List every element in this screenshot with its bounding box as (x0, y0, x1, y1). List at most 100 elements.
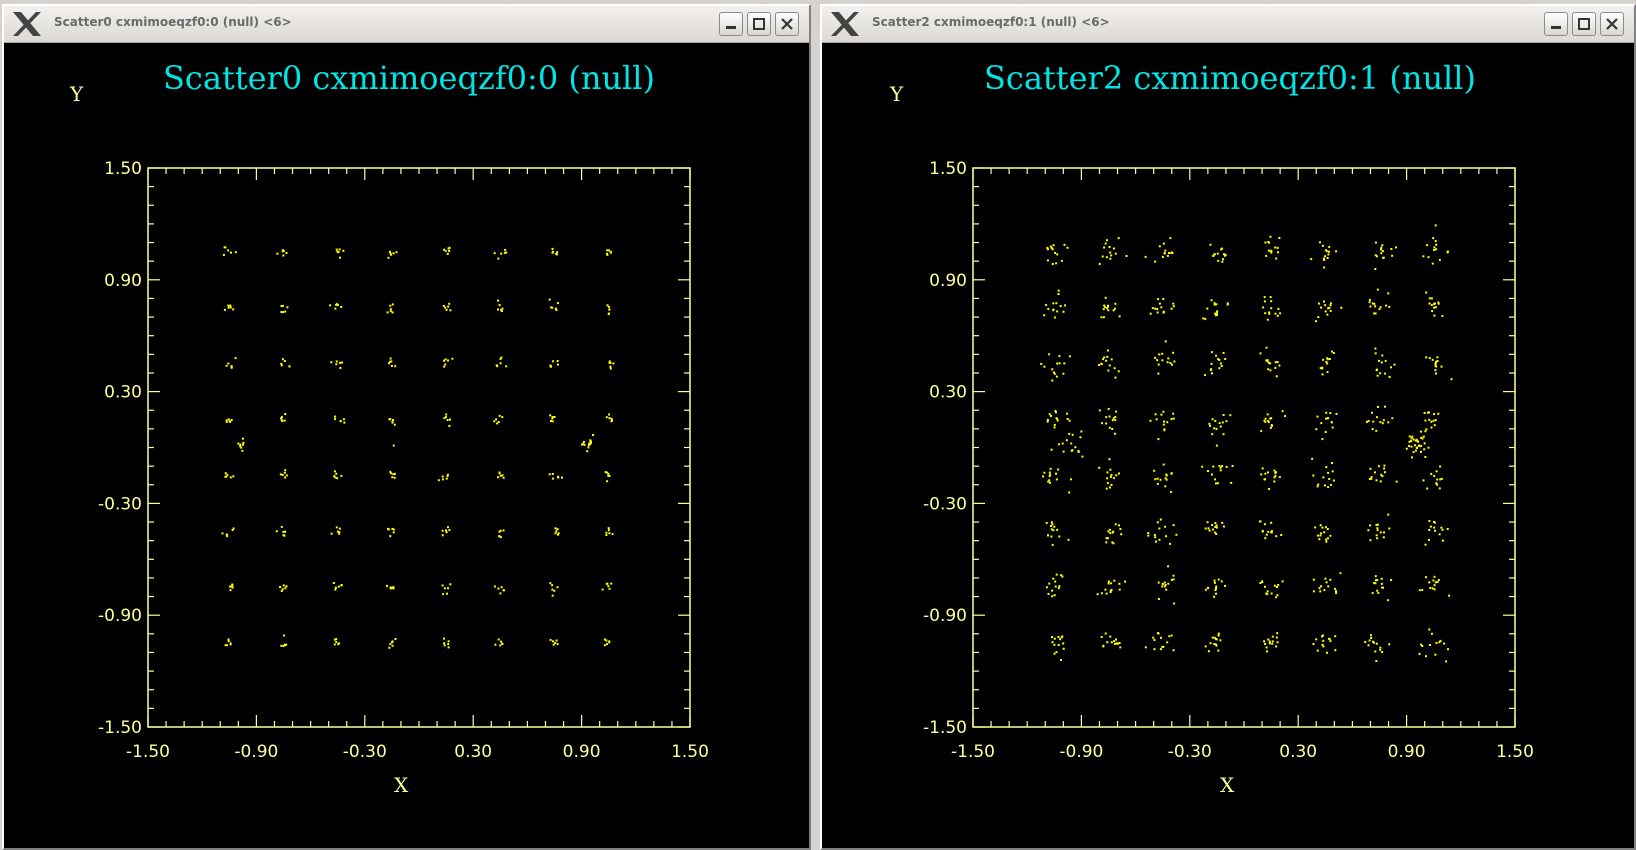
scatter-point (444, 306, 447, 309)
scatter-point (1381, 250, 1384, 253)
scatter-point (1111, 428, 1114, 430)
scatter-point (386, 584, 388, 587)
scatter-point (1211, 636, 1214, 639)
scatter-point (582, 442, 585, 445)
scatter-point (1425, 655, 1427, 658)
scatter-point (334, 586, 337, 589)
scatter-point (1163, 428, 1166, 431)
scatter-point (1112, 530, 1115, 533)
scatter-point (1388, 376, 1391, 378)
scatter-point (1264, 642, 1266, 645)
close-button[interactable] (1600, 12, 1624, 36)
scatter-point (1266, 318, 1269, 321)
plot-title: Scatter0 cxmimoeqzf0:0 (null) (163, 59, 655, 97)
minimize-button[interactable] (719, 12, 743, 36)
scatter-point (1262, 306, 1265, 309)
scatter-point (1172, 578, 1175, 581)
scatter-point (222, 254, 225, 256)
x-tick-label: 0.90 (563, 742, 601, 762)
scatter-point (556, 251, 559, 254)
scatter-point (1368, 298, 1371, 301)
scatter-point (1212, 528, 1214, 531)
scatter-point (1059, 638, 1062, 641)
scatter-point (1108, 246, 1111, 248)
scatter-point (1051, 641, 1054, 644)
scatter-point (1268, 311, 1271, 314)
scatter-point (1066, 246, 1069, 249)
scatter-point (1109, 635, 1112, 638)
scatter-point (1055, 411, 1057, 414)
x-window-logo-icon[interactable] (828, 10, 862, 38)
scatter-point (1058, 355, 1061, 358)
scatter-point (1053, 316, 1056, 319)
scatter-point (224, 644, 227, 647)
scatter-point (1152, 636, 1155, 639)
scatter-point (1054, 585, 1057, 588)
scatter-point (1379, 480, 1382, 483)
scatter-point (341, 361, 343, 364)
scatter-point (1329, 412, 1332, 415)
scatter-point (1175, 533, 1178, 536)
scatter-point (329, 304, 332, 307)
scatter-point (1050, 535, 1053, 538)
scatter-point (1113, 367, 1116, 370)
scatter-point (1317, 483, 1320, 486)
scatter-point (1100, 362, 1103, 365)
scatter-point (390, 472, 393, 475)
scatter-point (335, 640, 338, 643)
scatter-point (1172, 649, 1175, 652)
scatter-point (1105, 307, 1108, 310)
scatter-point (1225, 420, 1228, 423)
title-bar[interactable]: Scatter0 cxmimoeqzf0:0 (null) <6> (4, 6, 809, 43)
scatter-point (1441, 528, 1444, 531)
scatter-point (1439, 478, 1442, 481)
minimize-button[interactable] (1544, 12, 1568, 36)
scatter-point (1114, 432, 1117, 435)
scatter-point (283, 419, 286, 422)
scatter-point (388, 646, 391, 649)
scatter-point (1165, 588, 1168, 591)
y-tick-label: -1.50 (923, 718, 967, 738)
scatter-point (1430, 297, 1433, 300)
scatter-point (1045, 586, 1048, 589)
scatter-point (1161, 585, 1164, 588)
scatter-point (592, 434, 594, 436)
scatter2-window[interactable]: Scatter2 cxmimoeqzf0:1 (null) <6> Scatte… (820, 4, 1636, 850)
scatter-point (1110, 254, 1113, 257)
scatter-point (1117, 370, 1120, 373)
close-button[interactable] (775, 12, 799, 36)
scatter-point (1270, 592, 1273, 595)
scatter-point (392, 586, 395, 589)
scatter-point (549, 582, 552, 585)
scatter-point (334, 415, 337, 418)
title-bar[interactable]: Scatter2 cxmimoeqzf0:1 (null) <6> (822, 6, 1634, 43)
scatter-point (1050, 525, 1053, 527)
scatter-point (1271, 640, 1274, 643)
scatter-point (1110, 484, 1113, 486)
scatter-point (446, 419, 449, 421)
scatter-point (389, 252, 392, 255)
scatter-point (581, 443, 583, 446)
scatter-point (1410, 445, 1413, 448)
maximize-button[interactable] (1572, 12, 1596, 36)
scatter-point (1045, 521, 1048, 524)
scatter-point (1219, 466, 1222, 469)
scatter-point (1329, 640, 1332, 643)
x-window-logo-icon[interactable] (10, 10, 44, 38)
scatter-point (1329, 304, 1332, 307)
scatter0-window[interactable]: Scatter0 cxmimoeqzf0:0 (null) <6> Scatte… (2, 4, 811, 850)
scatter-point (1161, 583, 1164, 585)
scatter-point (1107, 309, 1110, 312)
scatter-point (1156, 521, 1159, 524)
scatter-point (1377, 465, 1380, 468)
maximize-button[interactable] (747, 12, 771, 36)
scatter-point (1211, 524, 1214, 526)
scatter-point (280, 305, 283, 307)
scatter-point (1315, 638, 1318, 641)
scatter-point (1270, 521, 1273, 524)
scatter-point (1374, 471, 1376, 474)
scatter-point (1051, 543, 1054, 546)
close-icon (781, 18, 793, 30)
scatter-point (1106, 471, 1109, 474)
scatter-point (281, 474, 284, 476)
